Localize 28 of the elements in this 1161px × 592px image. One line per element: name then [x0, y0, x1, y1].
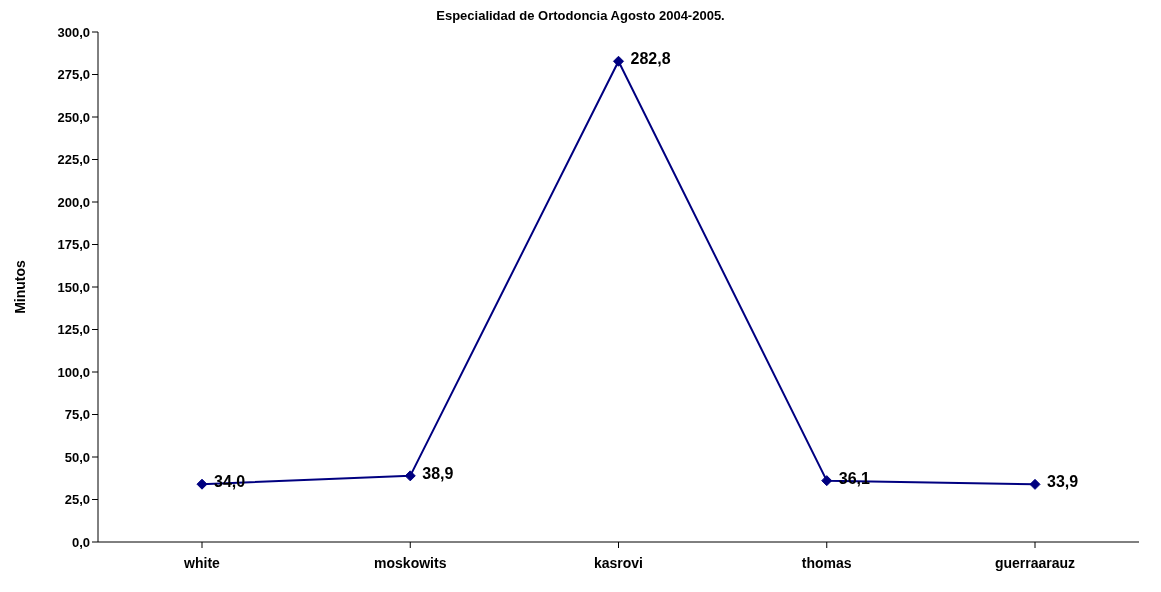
- y-tick-label: 25,0: [64, 492, 90, 508]
- chart-title: Especialidad de Ortodoncia Agosto 2004-2005.: [435, 8, 726, 25]
- y-tick-label: 175,0: [57, 237, 90, 253]
- y-tick-label: 125,0: [57, 322, 90, 338]
- y-tick-label: 0,0: [71, 534, 90, 550]
- y-axis-title: Minutos: [11, 259, 28, 314]
- point: [613, 55, 624, 67]
- x-tick-label: white: [183, 554, 221, 571]
- point: [404, 470, 416, 482]
- y-tick-label: 200,0: [57, 194, 90, 210]
- data-label: 282,8: [630, 50, 671, 68]
- y-tick-label: 275,0: [57, 67, 90, 83]
- x-tick-label: thomas: [801, 554, 852, 571]
- y-tick-label: 50,0: [64, 449, 90, 465]
- x-tick-label: kasrovi: [593, 554, 644, 571]
- point: [821, 475, 833, 487]
- y-tick-label: 150,0: [57, 279, 90, 295]
- x-tick-label: moskowits: [374, 554, 447, 571]
- data-label: 38,9: [422, 464, 454, 482]
- y-tick-label: 250,0: [57, 109, 90, 125]
- data-label: 33,9: [1047, 473, 1079, 491]
- y-tick-label: 75,0: [64, 407, 90, 423]
- x-tick-label: guerraarauz: [994, 554, 1076, 571]
- y-tick-label: 225,0: [57, 152, 90, 168]
- point: [196, 478, 208, 490]
- y-tick-label: 100,0: [57, 364, 90, 380]
- y-tick-label: 300,0: [57, 24, 90, 40]
- point: [1029, 478, 1041, 490]
